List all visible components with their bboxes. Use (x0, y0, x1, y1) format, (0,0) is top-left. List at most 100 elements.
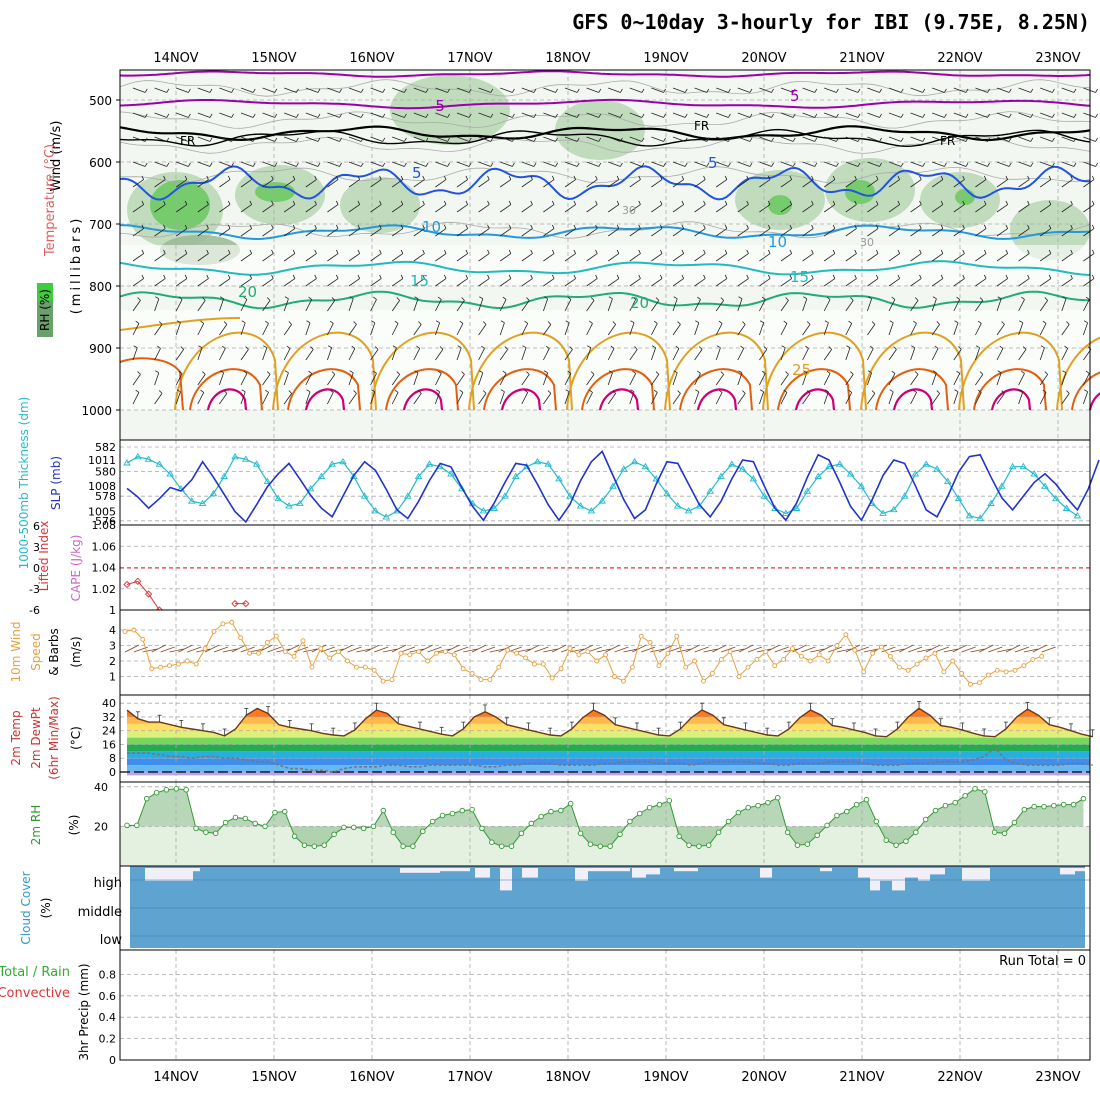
wind-barb (348, 278, 360, 287)
rh-tick: 40 (94, 781, 108, 794)
wind-barb-flag (867, 370, 872, 374)
wind-barb (651, 392, 658, 405)
wind-barb (672, 372, 678, 386)
wind-barb-flag (481, 345, 485, 349)
wind-barb-flag (249, 274, 253, 279)
wind-barb (543, 136, 556, 142)
wind-barb (543, 348, 550, 361)
wind-barb-10m (160, 646, 175, 653)
wind-speed-marker (398, 650, 404, 656)
wind-barb (564, 253, 576, 262)
wind-barb (780, 228, 792, 237)
wind-barb-flag (335, 175, 339, 180)
wind-barb (1083, 299, 1090, 312)
wind-barb-flag (738, 370, 743, 374)
wind-barb-flag (188, 88, 191, 93)
wind-barb-10m (934, 646, 950, 653)
wind-barb-flag (373, 296, 377, 300)
thickness-marker (609, 482, 617, 489)
label-wind10m-b: Speed (29, 633, 43, 671)
wind-barb (283, 204, 296, 213)
wind-barb (629, 136, 643, 142)
wind-barb-flag (443, 224, 447, 229)
wind-barb (823, 373, 831, 386)
wind-barb-flag (875, 200, 879, 205)
wind-barb-10m (970, 648, 985, 653)
wind-barb (931, 393, 940, 405)
wind-barb-10m (845, 644, 861, 653)
wind-barb (975, 374, 984, 386)
wind-speed-marker (300, 638, 306, 644)
wind-barb (953, 349, 962, 361)
wind-barb (154, 348, 161, 361)
wind-speed-marker (202, 646, 208, 652)
wind-barb (780, 323, 788, 336)
wind-barb (413, 136, 427, 142)
wind-barb-10m (881, 646, 896, 653)
wind-barb-flag (638, 175, 641, 180)
thickness-marker (836, 460, 844, 467)
label-slp: SLP (mb) (49, 456, 63, 510)
wind-barb (391, 392, 399, 405)
wind-barb-flag (653, 320, 658, 324)
wind-barb-flag (349, 370, 354, 374)
wind-barb (176, 136, 189, 142)
wind-barb-flag (956, 370, 960, 374)
wind-barb-flag (573, 224, 577, 229)
wind-barb (499, 204, 512, 213)
wind-barb-flag (616, 249, 620, 254)
wind-barb (543, 87, 556, 93)
wind-barb-flag (555, 162, 558, 167)
thickness-marker (382, 513, 390, 520)
wind-barb-flag (684, 88, 688, 93)
wind-barb-flag (742, 321, 746, 325)
contour-label-fr-b: FR (694, 119, 709, 133)
thickness-marker (123, 459, 131, 466)
wind-barb (348, 324, 357, 336)
wind-barb-flag (202, 297, 206, 301)
wind-barb-flag (875, 224, 879, 229)
thickness-marker (890, 505, 898, 513)
wind-barb-flag (317, 113, 321, 118)
wind-barb (176, 161, 189, 167)
wind-barb (219, 393, 228, 405)
cloud-gap (962, 868, 990, 881)
wind-barb (1039, 392, 1047, 405)
wind-barb-flag (641, 137, 645, 142)
wind-barb-flag (857, 88, 861, 93)
rh2m-marker (991, 829, 998, 836)
temp-tick: 16 (102, 738, 116, 751)
wind-barb (629, 161, 643, 167)
wind-barb-flag (482, 321, 487, 325)
wind-barb (975, 112, 988, 118)
wind-barb (500, 87, 513, 93)
wind-barb-flag (184, 224, 188, 229)
wind-barb-flag (404, 113, 407, 118)
wind-barb-flag (891, 370, 896, 374)
thickness-marker (684, 507, 693, 514)
cloud-panel (130, 866, 1090, 948)
wind-barb (888, 278, 900, 287)
contour-label-25: 25 (792, 361, 811, 379)
wind-barb (867, 372, 873, 386)
wind-barb-flag (979, 297, 984, 301)
pressure-tick: 900 (89, 342, 112, 356)
wind-barb-flag (573, 274, 577, 279)
wind-barb-flag (695, 389, 700, 393)
day-label-bottom: 22NOV (937, 1070, 982, 1085)
cloud-gap (880, 868, 892, 881)
cloud-gap (1075, 868, 1085, 872)
temp-contour-m5b (119, 98, 1091, 110)
contour-label-m5-b: 5 (790, 87, 800, 105)
cloud-gap (632, 868, 646, 878)
wind-barb (413, 298, 419, 312)
wind-barb-flag (746, 200, 749, 205)
wind-barb (521, 204, 533, 213)
wind-barb-flag (379, 175, 382, 180)
wind-tick: 2 (109, 655, 116, 668)
label-rh-box: RH (%) (38, 289, 52, 331)
wind-barb-flag (227, 175, 231, 180)
wind-barb-flag (158, 321, 163, 325)
wind-barb-flag (468, 88, 472, 93)
wind-barb-flag (357, 249, 361, 254)
